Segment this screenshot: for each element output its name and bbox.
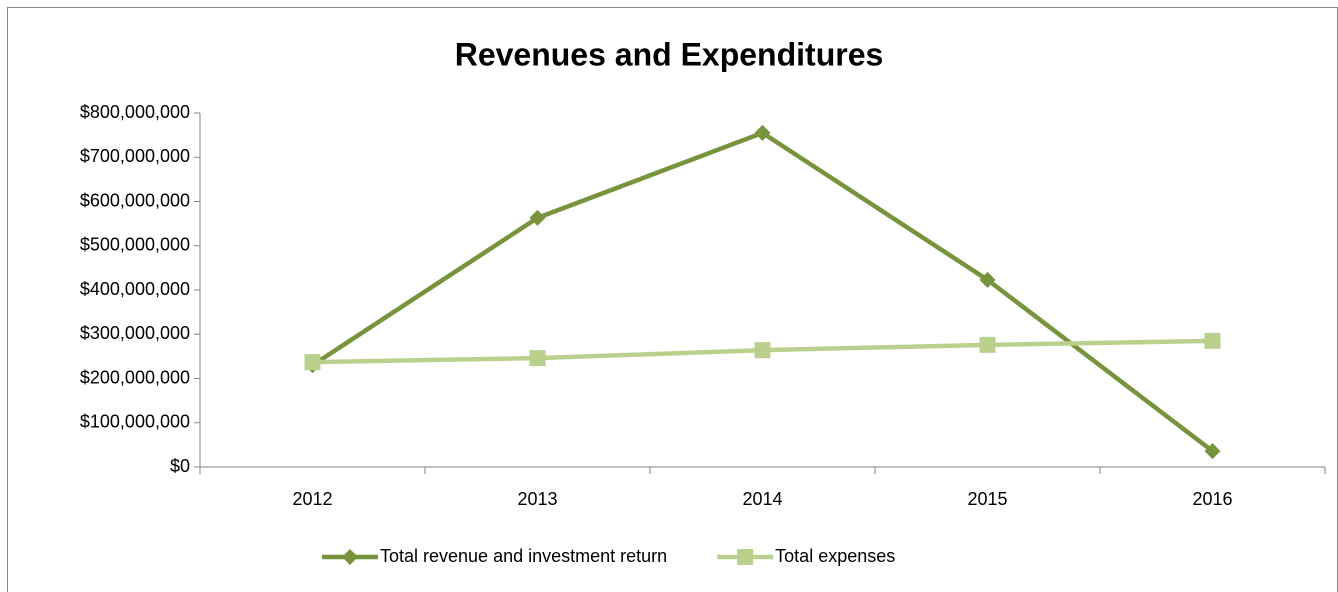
data-point (754, 342, 771, 359)
series-line (311, 130, 1214, 453)
legend-label: Total revenue and investment return (380, 546, 667, 566)
y-tick-label: $800,000,000 (80, 102, 190, 122)
data-point (529, 350, 546, 367)
y-tick-label: $600,000,000 (80, 190, 190, 210)
data-point (979, 336, 996, 353)
y-tick-label: $300,000,000 (80, 323, 190, 343)
y-tick-label: $700,000,000 (80, 146, 190, 166)
legend-label: Total expenses (775, 546, 895, 566)
data-point (1204, 332, 1221, 349)
data-point (1204, 443, 1221, 460)
legend-marker (737, 549, 754, 565)
data-point (979, 271, 996, 288)
y-tick-label: $200,000,000 (80, 367, 190, 387)
chart-title: Revenues and Expenditures (455, 36, 884, 72)
y-tick-label: $0 (170, 456, 190, 476)
y-tick-label: $400,000,000 (80, 279, 190, 299)
x-tick-label: 2014 (742, 489, 782, 509)
data-point (754, 124, 771, 141)
x-tick-label: 2013 (517, 489, 557, 509)
y-tick-label: $500,000,000 (80, 235, 190, 255)
y-tick-label: $100,000,000 (80, 412, 190, 432)
x-tick-label: 2015 (967, 489, 1007, 509)
x-tick-label: 2016 (1192, 489, 1232, 509)
data-point (529, 209, 546, 226)
data-point (304, 354, 321, 371)
legend-marker (342, 549, 358, 565)
chart-border (7, 7, 1338, 592)
x-tick-label: 2012 (292, 489, 332, 509)
